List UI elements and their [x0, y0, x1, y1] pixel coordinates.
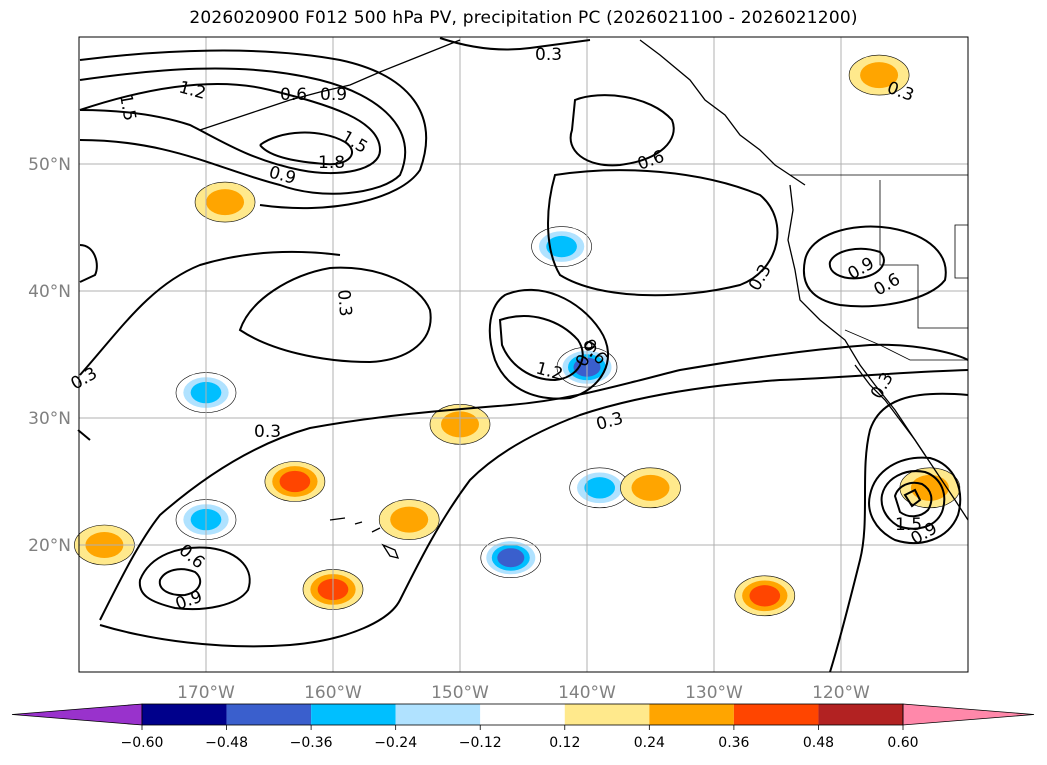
- contour-label: 0.3: [594, 409, 625, 435]
- baja-california: [854, 364, 926, 456]
- precip-area: [584, 477, 616, 499]
- contour-label: 0.9: [320, 85, 347, 105]
- contour-label: 0.3: [254, 422, 281, 442]
- precip-area: [390, 506, 429, 533]
- precip-area: [497, 548, 525, 568]
- contour-label: 0.9: [845, 253, 878, 284]
- colorbar-extend-min: [11, 703, 143, 726]
- colorbar-segment: [564, 704, 650, 725]
- x-tick-label: 120°W: [812, 683, 870, 703]
- colorbar-extend-max: [902, 703, 1035, 726]
- precipitation-layer: [74, 54, 961, 617]
- alaska-coastline: [639, 39, 806, 186]
- colorbar-segment: [480, 704, 565, 725]
- contour-label: 0.3: [68, 363, 101, 394]
- colorbar-tick-label: 0.60: [887, 735, 918, 751]
- colorbar-tick-label: −0.36: [290, 735, 333, 751]
- contour-label: 0.3: [535, 45, 562, 65]
- precip-area: [279, 470, 311, 493]
- contour-label: 0.3: [333, 289, 355, 318]
- colorbar-tick-label: −0.12: [459, 735, 502, 751]
- contour-label: 1.5: [115, 92, 139, 122]
- contour-label: 1.2: [177, 78, 208, 104]
- x-tick-label: 160°W: [304, 683, 362, 703]
- precip-area: [631, 474, 670, 501]
- colorbar-outline: [141, 703, 904, 726]
- contour-label: 0.9: [173, 587, 205, 615]
- contour-label: 1.8: [318, 153, 345, 173]
- chart-title: 2026020900 F012 500 hPa PV, precipitatio…: [189, 8, 858, 28]
- north-america-west-coast: [787, 184, 969, 521]
- gridlines: [79, 37, 968, 672]
- political-borders: [790, 174, 969, 361]
- colorbar-segment: [733, 704, 819, 725]
- hawaii-islands: [329, 517, 400, 559]
- colorbar-tick-label: −0.60: [121, 735, 164, 751]
- contour-label: 0.6: [280, 85, 307, 105]
- colorbar-segment: [395, 704, 481, 725]
- x-tick-label: 140°W: [558, 683, 616, 703]
- aleutian-islands: [199, 39, 461, 131]
- x-tick-label: 130°W: [685, 683, 743, 703]
- precip-area: [749, 585, 781, 607]
- precip-area: [910, 474, 949, 501]
- pv-contours: [77, 37, 969, 673]
- colorbar-tick-label: 0.24: [634, 735, 665, 751]
- colorbar-tick-label: 0.36: [718, 735, 749, 751]
- colorbar-tick-label: −0.24: [374, 735, 417, 751]
- x-tick-label: 170°W: [177, 683, 235, 703]
- colorbar: −0.60 −0.48 −0.36 −0.24 −0.12 0.12 0.24 0.36 0.4…: [11, 703, 1035, 751]
- colorbar-segment: [226, 704, 312, 725]
- y-tick-label: 20°N: [28, 536, 71, 556]
- contour-label: 1.5: [895, 515, 922, 535]
- map-frame: [78, 36, 969, 673]
- x-tick-label: 150°W: [431, 683, 489, 703]
- y-tick-label: 30°N: [28, 409, 71, 429]
- contour-label: 0.6: [871, 269, 904, 300]
- contour-label: 0.3: [884, 78, 916, 106]
- precip-area: [546, 235, 577, 258]
- precip-area: [206, 189, 245, 216]
- colorbar-tick-label: −0.48: [205, 735, 248, 751]
- colorbar-segment: [649, 704, 734, 725]
- contour-label: 0.9: [267, 163, 298, 189]
- y-tick-label: 50°N: [28, 155, 71, 175]
- y-tick-label: 40°N: [28, 282, 71, 302]
- colorbar-tick-label: 0.48: [803, 735, 834, 751]
- axis-ticks: 170°W 160°W 150°W 140°W 130°W 120°W 20°N 30°N 40…: [28, 155, 870, 703]
- colorbar-segment: [311, 704, 396, 725]
- colorbar-tick-label: 0.12: [549, 735, 580, 751]
- colorbar-segment: [818, 704, 903, 725]
- coastlines: [199, 39, 969, 559]
- colorbar-segment: [142, 704, 227, 725]
- contour-label: 0.3: [745, 261, 776, 294]
- precip-area: [860, 62, 899, 89]
